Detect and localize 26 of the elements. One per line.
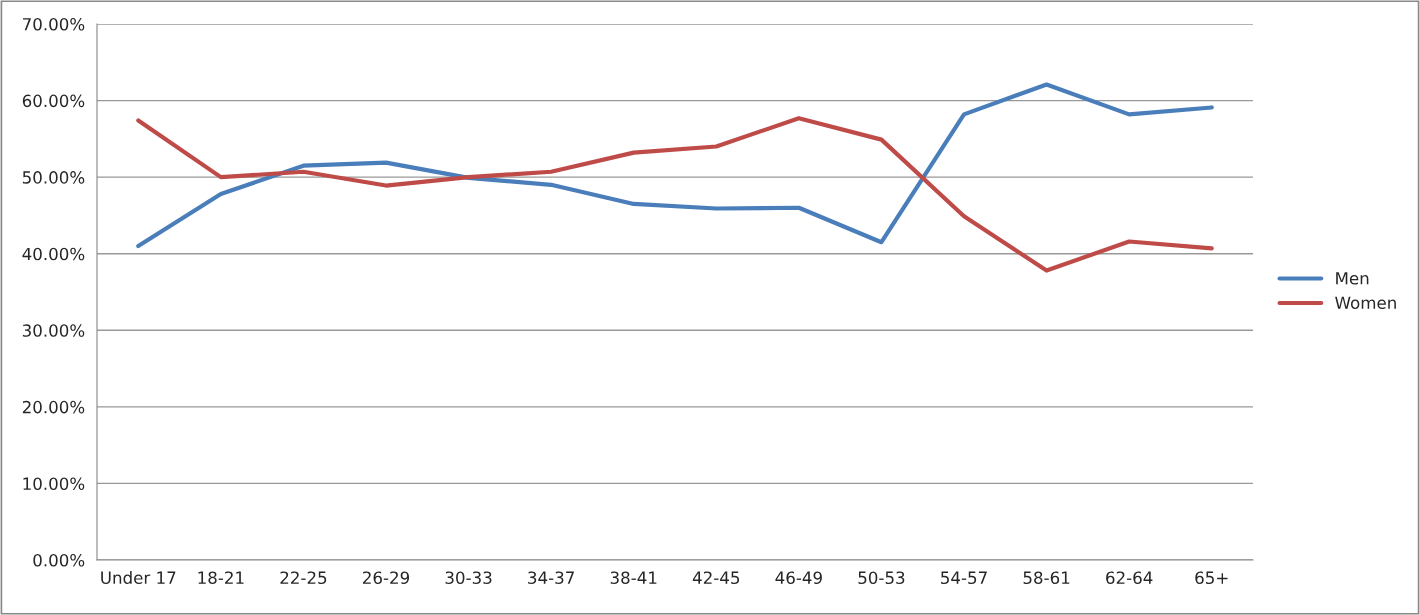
x-tick-label: 58-61 xyxy=(1023,571,1070,585)
x-tick-label: 50-53 xyxy=(858,571,905,585)
y-tick-label: 60.00% xyxy=(22,94,85,108)
x-tick-label: 42-45 xyxy=(692,571,740,585)
x-tick-label: 26-29 xyxy=(363,571,410,585)
x-tick-label: 46-49 xyxy=(775,571,822,585)
y-tick-label: 20.00% xyxy=(22,400,85,414)
line-series xyxy=(136,116,1214,273)
y-tick-label: 40.00% xyxy=(22,247,85,261)
x-tick-label: 18-21 xyxy=(198,571,244,585)
y-tick-label: 30.00% xyxy=(22,324,85,337)
y-tick-label: 0.00% xyxy=(33,553,85,567)
y-tick-label: 10.00% xyxy=(23,477,85,490)
x-tick-label: 54-57 xyxy=(941,571,987,585)
x-tick-label: 34-37 xyxy=(528,571,574,585)
legend-label: Men xyxy=(1336,272,1369,285)
x-tick-label: 30-33 xyxy=(445,571,492,585)
x-tick-label: 65+ xyxy=(1195,571,1228,585)
legend-label: Women xyxy=(1335,296,1396,310)
x-tick-label: Under 17 xyxy=(101,571,176,585)
x-tick-label: 62-64 xyxy=(1106,571,1153,585)
y-tick-label: 70.00% xyxy=(23,17,85,31)
x-tick-label: 38-41 xyxy=(610,571,657,585)
x-tick-label: 22-25 xyxy=(280,571,327,585)
line-series xyxy=(136,82,1214,249)
y-tick-label: 50.00% xyxy=(22,171,85,184)
